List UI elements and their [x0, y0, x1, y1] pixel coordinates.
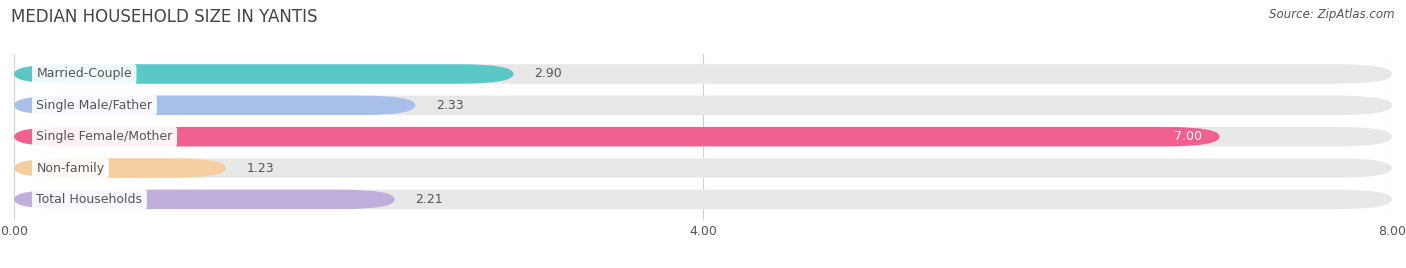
Text: MEDIAN HOUSEHOLD SIZE IN YANTIS: MEDIAN HOUSEHOLD SIZE IN YANTIS [11, 8, 318, 26]
Text: Single Male/Father: Single Male/Father [37, 99, 152, 112]
FancyBboxPatch shape [14, 64, 1392, 84]
Text: 1.23: 1.23 [246, 162, 274, 174]
Text: 2.33: 2.33 [436, 99, 464, 112]
FancyBboxPatch shape [14, 158, 1392, 178]
FancyBboxPatch shape [14, 96, 415, 115]
Text: Married-Couple: Married-Couple [37, 68, 132, 80]
FancyBboxPatch shape [14, 64, 513, 84]
FancyBboxPatch shape [14, 127, 1392, 146]
Text: 7.00: 7.00 [1174, 130, 1202, 143]
FancyBboxPatch shape [14, 96, 1392, 115]
FancyBboxPatch shape [14, 190, 1392, 209]
Text: Source: ZipAtlas.com: Source: ZipAtlas.com [1270, 8, 1395, 21]
FancyBboxPatch shape [14, 158, 226, 178]
FancyBboxPatch shape [14, 190, 395, 209]
FancyBboxPatch shape [14, 127, 1219, 146]
Text: Non-family: Non-family [37, 162, 104, 174]
Text: Total Households: Total Households [37, 193, 142, 206]
Text: Single Female/Mother: Single Female/Mother [37, 130, 173, 143]
Text: 2.21: 2.21 [415, 193, 443, 206]
Text: 2.90: 2.90 [534, 68, 562, 80]
